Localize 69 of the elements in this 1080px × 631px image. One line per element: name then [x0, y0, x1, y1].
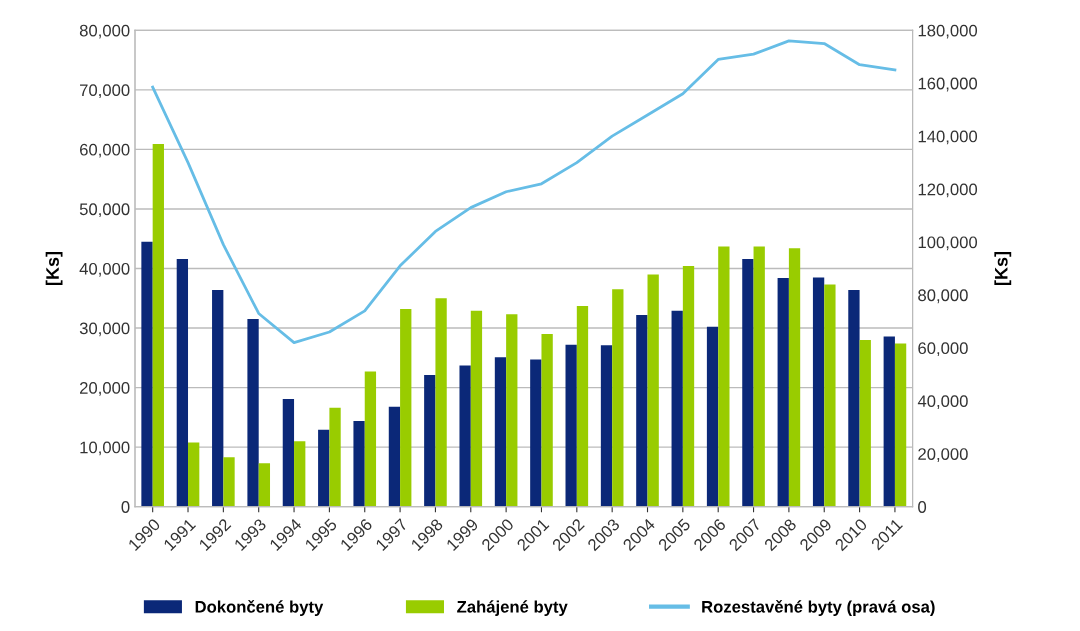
legend-label: Zahájené byty — [457, 600, 568, 616]
bar — [353, 420, 365, 507]
bar — [777, 278, 789, 507]
bar — [388, 406, 401, 507]
bar — [788, 248, 801, 507]
bar — [612, 289, 624, 507]
line-series — [151, 39, 897, 344]
y2-tick-label: 160,000 — [918, 77, 978, 92]
bar — [223, 457, 235, 507]
bar — [742, 258, 754, 507]
bar — [894, 343, 907, 507]
y2-tick-label: 60,000 — [918, 342, 968, 357]
y2-tick-label: 40,000 — [917, 395, 968, 409]
bar — [576, 306, 589, 507]
bar — [753, 246, 765, 507]
y-tick-label: 60,000 — [80, 143, 130, 158]
bar — [318, 429, 330, 507]
bar — [459, 365, 471, 507]
y-axis-title: [Ks] — [45, 251, 63, 286]
bar — [141, 241, 153, 507]
bar — [682, 266, 695, 507]
y-tick-label: 50,000 — [79, 203, 130, 218]
y-tick-label: 0 — [121, 501, 130, 513]
bar — [859, 339, 871, 507]
bar — [435, 298, 447, 507]
bar — [506, 314, 518, 507]
bar — [188, 442, 200, 507]
legend-label: Rozestavěné byty (pravá osa) — [702, 600, 935, 616]
y2-tick-label: 0 — [918, 501, 927, 513]
bar — [848, 289, 860, 507]
bar — [282, 398, 295, 507]
y-tick-label: 20,000 — [80, 381, 130, 396]
bar — [400, 308, 412, 507]
y2-tick-label: 120,000 — [918, 183, 978, 198]
y2-tick-label: 180,000 — [918, 24, 978, 39]
bar — [812, 277, 825, 507]
y2-tick-label: 140,000 — [918, 130, 978, 145]
bar — [212, 289, 224, 507]
bar — [706, 326, 719, 507]
bar — [176, 258, 189, 507]
y2-tick-label: 20,000 — [918, 448, 968, 462]
bar — [470, 310, 483, 507]
bar — [329, 407, 341, 507]
bar — [424, 375, 436, 507]
bar — [494, 357, 507, 507]
bar — [258, 463, 271, 507]
bar — [530, 359, 542, 507]
y2-tick-label: 80,000 — [918, 289, 968, 304]
bar — [671, 310, 683, 507]
y-tick-label: 70,000 — [80, 84, 130, 99]
y-tick-label: 10,000 — [80, 441, 130, 456]
y-tick-label: 30,000 — [79, 322, 130, 337]
y-tick-label: 80,000 — [79, 24, 130, 39]
legend-label: Dokončené byty — [195, 600, 324, 616]
y-tick-label: 40,000 — [79, 262, 130, 277]
bar — [824, 284, 836, 507]
y2-tick-label: 100,000 — [918, 236, 978, 251]
bar — [364, 371, 377, 507]
bar — [883, 336, 895, 507]
bar — [152, 144, 164, 507]
bar — [294, 441, 306, 507]
bar — [541, 334, 553, 507]
y2-axis-title: [Ks] — [994, 251, 1012, 286]
bar — [600, 345, 613, 507]
bar — [247, 319, 259, 507]
bar — [647, 274, 659, 507]
bar — [718, 246, 730, 507]
bar — [565, 344, 577, 507]
bar — [636, 314, 648, 507]
